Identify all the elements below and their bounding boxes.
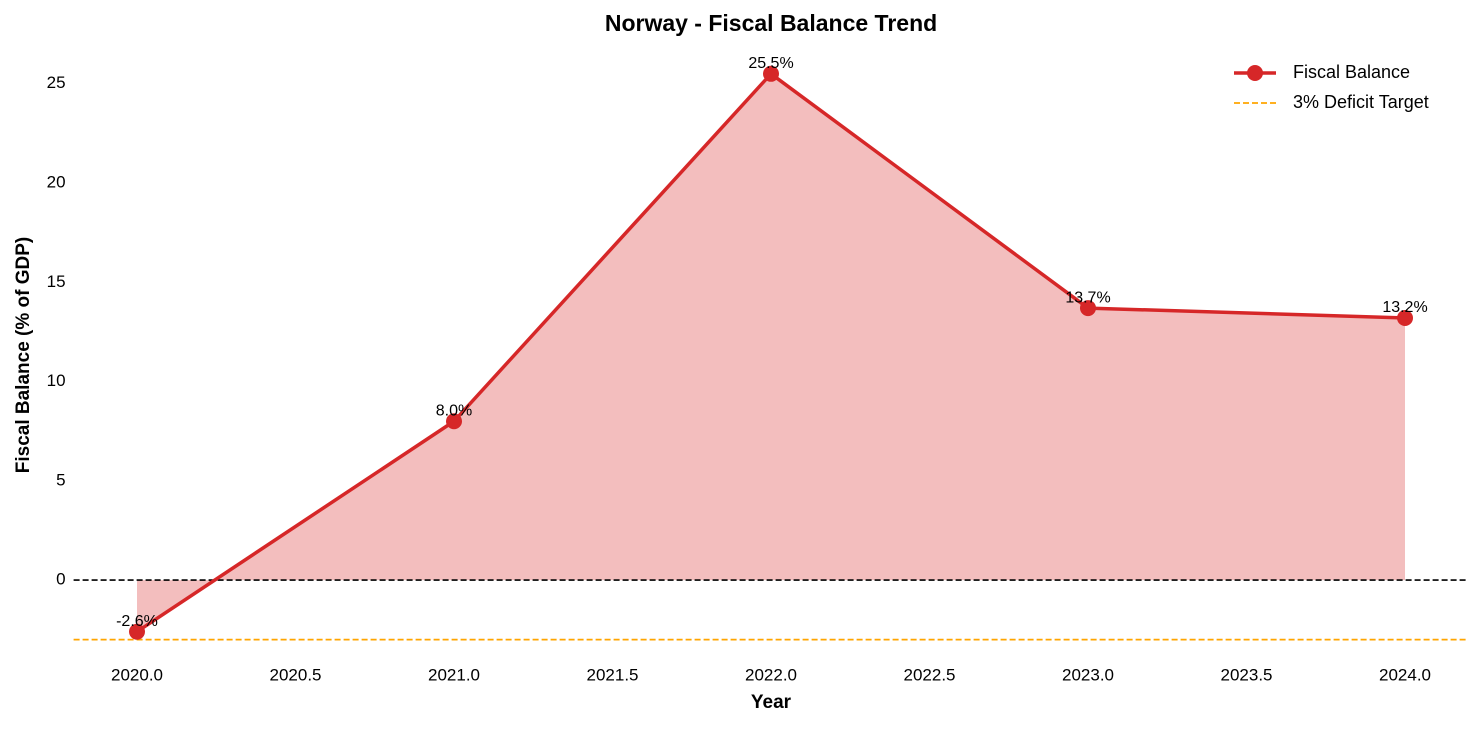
x-tick-label: 2022.0	[745, 665, 797, 684]
data-point	[1080, 300, 1096, 317]
x-tick-label: 2023.0	[1062, 665, 1114, 684]
data-label: 13.2%	[1382, 299, 1427, 316]
data-label: 8.0%	[436, 402, 472, 419]
y-tick-label: 25	[47, 73, 66, 92]
x-tick-label: 2024.0	[1379, 665, 1431, 684]
data-point	[129, 623, 145, 640]
data-label: 13.7%	[1065, 289, 1110, 306]
data-point	[1397, 310, 1413, 327]
x-tick-label: 2021.5	[587, 665, 639, 684]
area-fill	[137, 73, 1405, 632]
data-label: 25.5%	[748, 55, 793, 72]
x-tick-label: 2020.0	[111, 665, 163, 684]
y-axis-label: Fiscal Balance (% of GDP)	[13, 237, 34, 474]
legend-label: 3% Deficit Target	[1293, 92, 1429, 112]
y-tick-label: 10	[47, 371, 66, 390]
y-tick-label: 20	[47, 172, 66, 191]
y-tick-label: 15	[47, 272, 66, 291]
y-tick-label: 5	[56, 470, 65, 489]
x-tick-label: 2022.5	[904, 665, 956, 684]
x-tick-label: 2023.5	[1221, 665, 1273, 684]
data-point	[446, 413, 462, 430]
legend-marker	[1247, 65, 1263, 81]
x-axis-label: Year	[751, 692, 792, 713]
data-point	[763, 65, 779, 82]
y-tick-label: 0	[56, 570, 65, 589]
data-label: -2.6%	[116, 613, 158, 630]
legend-label: Fiscal Balance	[1293, 62, 1410, 82]
x-tick-label: 2021.0	[428, 665, 480, 684]
chart-title: Norway - Fiscal Balance Trend	[605, 10, 937, 36]
x-tick-label: 2020.5	[270, 665, 322, 684]
